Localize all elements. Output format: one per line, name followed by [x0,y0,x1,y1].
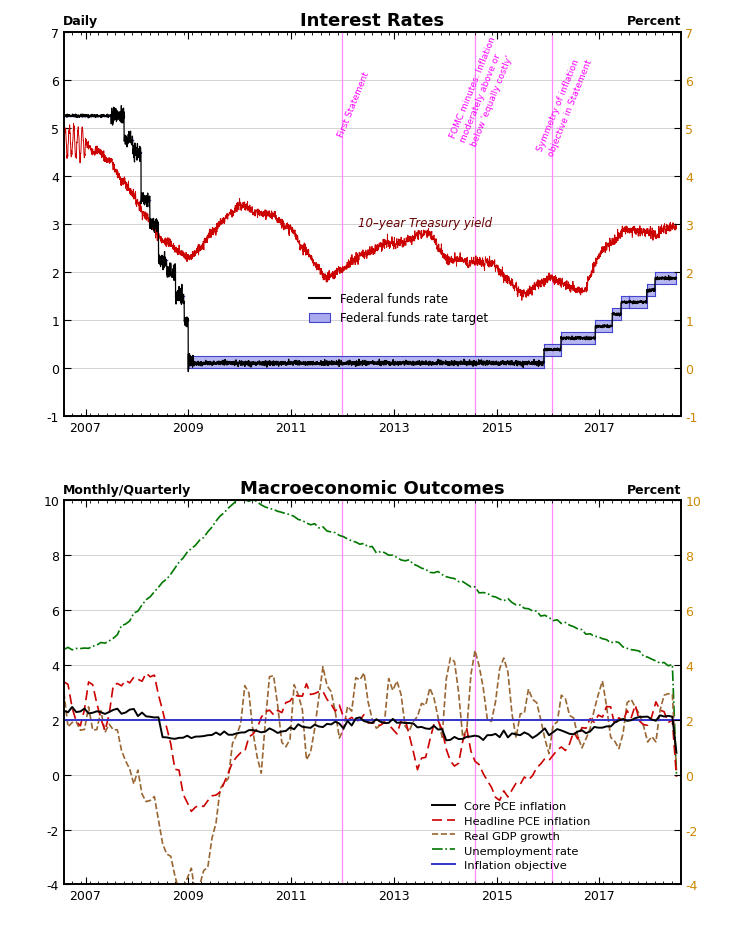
Text: FOMC minutes: Inflation
moderately above or
below 'equally costly': FOMC minutes: Inflation moderately above… [449,36,518,148]
Text: Percent: Percent [627,483,681,496]
Text: First Statement: First Statement [337,70,371,139]
Text: Daily: Daily [63,15,99,28]
Title: Interest Rates: Interest Rates [300,12,444,30]
Title: Macroeconomic Outcomes: Macroeconomic Outcomes [240,480,505,498]
Text: Percent: Percent [627,15,681,28]
Legend: Core PCE inflation, Headline PCE inflation, Real GDP growth, Unemployment rate, : Core PCE inflation, Headline PCE inflati… [427,797,595,875]
Legend: Federal funds rate, Federal funds rate target: Federal funds rate, Federal funds rate t… [304,288,493,329]
Text: 10–year Treasury yield: 10–year Treasury yield [358,217,492,230]
Text: Symmetry of inflation
objective in Statement: Symmetry of inflation objective in State… [536,54,593,157]
Text: Monthly/Quarterly: Monthly/Quarterly [63,483,192,496]
